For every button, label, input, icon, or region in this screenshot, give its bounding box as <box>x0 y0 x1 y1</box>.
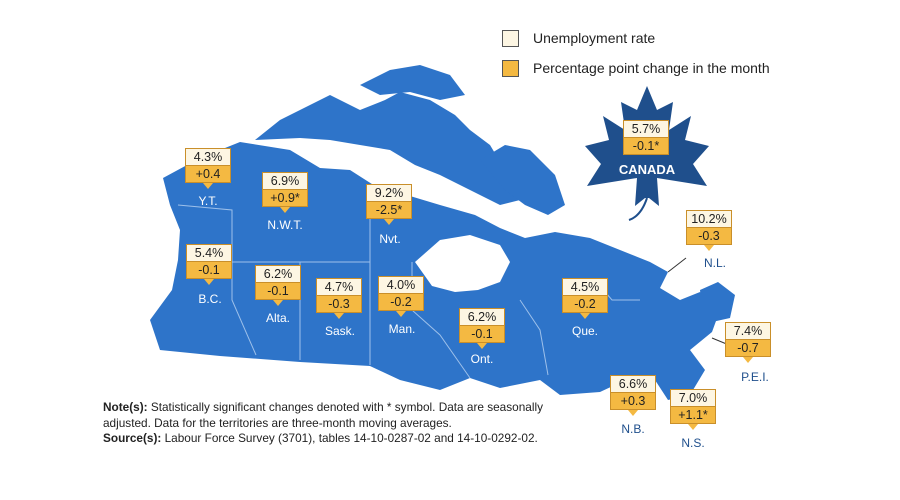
callout-ont: 6.2% -0.1 <box>459 308 505 349</box>
change-nwt: +0.9* <box>262 189 308 207</box>
pointer-que <box>580 313 590 319</box>
callout-canada: 5.7% -0.1* <box>623 120 669 155</box>
label-nl: N.L. <box>703 256 726 270</box>
pointer-nvt <box>384 219 394 225</box>
callout-nl: 10.2% -0.3 <box>686 210 732 251</box>
change-alta: -0.1 <box>255 282 301 300</box>
rate-nvt: 9.2% <box>366 184 412 201</box>
pointer-bc <box>204 279 214 285</box>
callout-man: 4.0% -0.2 <box>378 276 424 317</box>
pointer-nb <box>628 410 638 416</box>
label-yt: Y.T. <box>198 194 218 208</box>
callout-yt: 4.3% +0.4 <box>185 148 231 189</box>
baffin-island <box>480 145 565 215</box>
notes-block: Note(s): Statistically significant chang… <box>103 400 548 447</box>
pointer-ont <box>477 343 487 349</box>
legend-change: Percentage point change in the month <box>502 56 770 80</box>
note-label: Note(s): <box>103 400 148 414</box>
rate-yt: 4.3% <box>185 148 231 165</box>
callout-nwt: 6.9% +0.9* <box>262 172 308 213</box>
rate-man: 4.0% <box>378 276 424 293</box>
rate-sask: 4.7% <box>316 278 362 295</box>
change-nl: -0.3 <box>686 227 732 245</box>
rate-canada: 5.7% <box>623 120 669 137</box>
rate-ont: 6.2% <box>459 308 505 325</box>
pointer-yt <box>203 183 213 189</box>
callout-alta: 6.2% -0.1 <box>255 265 301 306</box>
change-que: -0.2 <box>562 295 608 313</box>
callout-ns: 7.0% +1.1* <box>670 389 716 430</box>
label-pei: P.E.I. <box>741 370 769 384</box>
pointer-pei <box>743 357 753 363</box>
pointer-sask <box>334 313 344 319</box>
change-yt: +0.4 <box>185 165 231 183</box>
change-ont: -0.1 <box>459 325 505 343</box>
arctic-islands <box>255 92 520 205</box>
rate-alta: 6.2% <box>255 265 301 282</box>
label-que: Que. <box>571 324 598 338</box>
label-ns: N.S. <box>681 436 705 450</box>
label-ont: Ont. <box>470 352 494 366</box>
legend-rate: Unemployment rate <box>502 26 770 50</box>
label-alta: Alta. <box>265 311 290 325</box>
label-bc: B.C. <box>198 292 222 306</box>
legend-change-swatch <box>502 59 519 77</box>
pointer-nwt <box>280 207 290 213</box>
label-nvt: Nvt. <box>379 232 401 246</box>
legend-rate-swatch <box>502 29 519 47</box>
note-text: Statistically significant changes denote… <box>103 400 543 430</box>
rate-nl: 10.2% <box>686 210 732 227</box>
callout-sask: 4.7% -0.3 <box>316 278 362 319</box>
label-nb: N.B. <box>621 422 645 436</box>
pointer-man <box>396 311 406 317</box>
source-label: Source(s): <box>103 431 162 445</box>
label-nwt: N.W.T. <box>267 218 303 232</box>
pointer-alta <box>273 300 283 306</box>
hudson-bay <box>415 235 510 292</box>
change-ns: +1.1* <box>670 406 716 424</box>
rate-bc: 5.4% <box>186 244 232 261</box>
label-man: Man. <box>388 322 416 336</box>
callout-bc: 5.4% -0.1 <box>186 244 232 285</box>
change-sask: -0.3 <box>316 295 362 313</box>
callout-nvt: 9.2% -2.5* <box>366 184 412 225</box>
rate-que: 4.5% <box>562 278 608 295</box>
pointer-nl <box>704 245 714 251</box>
legend-change-label: Percentage point change in the month <box>533 60 770 76</box>
legend: Unemployment rate Percentage point chang… <box>502 26 770 86</box>
change-bc: -0.1 <box>186 261 232 279</box>
callout-pei: 7.4% -0.7 <box>725 322 771 363</box>
source-line: Source(s): Labour Force Survey (3701), t… <box>103 431 548 447</box>
change-pei: -0.7 <box>725 339 771 357</box>
change-nvt: -2.5* <box>366 201 412 219</box>
change-man: -0.2 <box>378 293 424 311</box>
rate-pei: 7.4% <box>725 322 771 339</box>
ellesmere-island <box>360 65 465 100</box>
callout-que: 4.5% -0.2 <box>562 278 608 319</box>
label-canada: CANADA <box>618 162 676 177</box>
callout-nb: 6.6% +0.3 <box>610 375 656 416</box>
label-sask: Sask. <box>324 324 355 338</box>
source-text: Labour Force Survey (3701), tables 14-10… <box>164 431 538 445</box>
newfoundland <box>700 282 735 322</box>
rate-nb: 6.6% <box>610 375 656 392</box>
change-nb: +0.3 <box>610 392 656 410</box>
change-canada: -0.1* <box>623 137 669 155</box>
note-line: Note(s): Statistically significant chang… <box>103 400 548 431</box>
legend-rate-label: Unemployment rate <box>533 30 656 46</box>
rate-ns: 7.0% <box>670 389 716 406</box>
pointer-ns <box>688 424 698 430</box>
rate-nwt: 6.9% <box>262 172 308 189</box>
